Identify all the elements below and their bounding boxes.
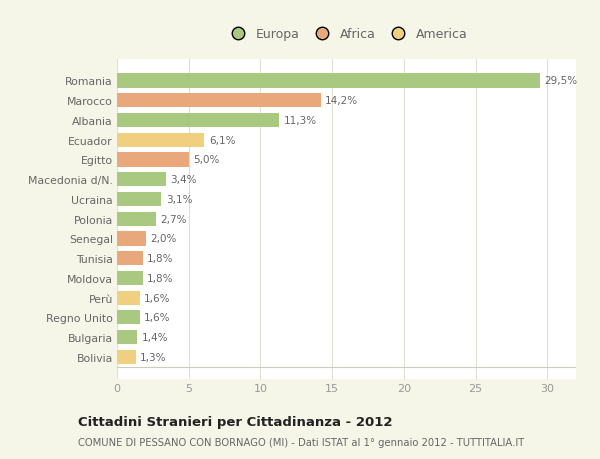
- Bar: [117, 252, 143, 266]
- Text: Cittadini Stranieri per Cittadinanza - 2012: Cittadini Stranieri per Cittadinanza - 2…: [78, 415, 392, 428]
- Bar: [117, 350, 136, 364]
- Text: 6,1%: 6,1%: [209, 135, 235, 146]
- Text: 5,0%: 5,0%: [193, 155, 220, 165]
- Bar: [117, 192, 161, 207]
- Text: 2,0%: 2,0%: [150, 234, 176, 244]
- Bar: [117, 271, 143, 285]
- Text: 1,4%: 1,4%: [142, 332, 168, 342]
- Text: 1,8%: 1,8%: [147, 273, 173, 283]
- Bar: [117, 74, 540, 88]
- Legend: Europa, Africa, America: Europa, Africa, America: [222, 24, 471, 45]
- Text: 1,6%: 1,6%: [144, 313, 171, 323]
- Text: 1,3%: 1,3%: [140, 352, 166, 362]
- Text: 2,7%: 2,7%: [160, 214, 187, 224]
- Bar: [117, 94, 320, 108]
- Text: 1,8%: 1,8%: [147, 253, 173, 263]
- Text: 11,3%: 11,3%: [283, 116, 317, 126]
- Text: 14,2%: 14,2%: [325, 96, 358, 106]
- Text: 3,1%: 3,1%: [166, 195, 192, 204]
- Bar: [117, 330, 137, 344]
- Bar: [117, 291, 140, 305]
- Bar: [117, 212, 156, 226]
- Bar: [117, 133, 205, 147]
- Bar: [117, 311, 140, 325]
- Bar: [117, 232, 146, 246]
- Text: 3,4%: 3,4%: [170, 175, 197, 185]
- Text: 1,6%: 1,6%: [144, 293, 171, 303]
- Bar: [117, 153, 189, 167]
- Bar: [117, 113, 279, 128]
- Text: 29,5%: 29,5%: [544, 76, 578, 86]
- Text: COMUNE DI PESSANO CON BORNAGO (MI) - Dati ISTAT al 1° gennaio 2012 - TUTTITALIA.: COMUNE DI PESSANO CON BORNAGO (MI) - Dat…: [78, 437, 524, 447]
- Bar: [117, 173, 166, 187]
